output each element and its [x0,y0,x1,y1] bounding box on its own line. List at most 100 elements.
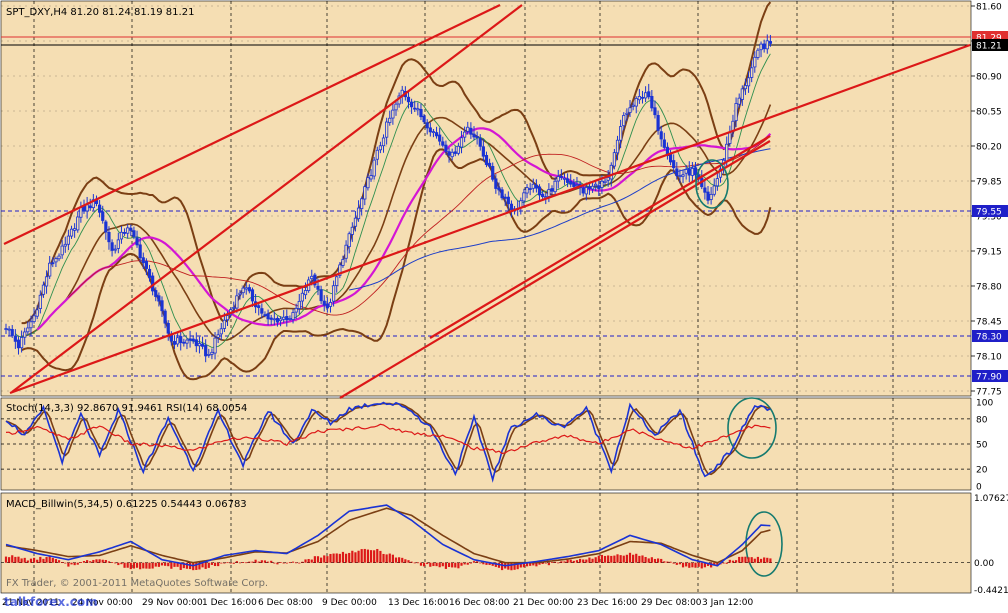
candle-body [48,262,52,277]
stoch-tick-label: 80 [976,415,988,425]
candle-body [631,104,635,107]
time-axis-label: 9 Dec 00:00 [322,598,377,608]
candle-body [590,185,595,190]
macd-histogram-bar [248,561,251,563]
macd-histogram-bar [164,562,167,566]
macd-histogram-bar [288,562,292,564]
macd-histogram-bar [507,562,510,570]
macd-histogram-bar [254,559,257,563]
candle-body [213,337,217,354]
candle-body [687,168,691,176]
macd-histogram-bar [441,562,444,567]
macd-histogram-bar [117,562,120,566]
macd-histogram-bar [407,560,410,563]
macd-histogram-bar [572,560,575,563]
price-tick-label: 80.90 [976,73,1002,83]
macd-histogram-bar [529,562,532,566]
candle-body [419,108,423,118]
candle-body [66,235,70,245]
price-tick-label: 79.50 [976,213,1002,223]
stoch-tick-label: 100 [976,399,993,409]
candle-body [753,56,757,68]
macd-histogram-bar [64,562,67,564]
macd-histogram-bar [273,562,276,564]
macd-histogram-bar [494,562,497,567]
candle-body [191,338,195,342]
macd-histogram-bar [588,557,591,563]
candle-body [38,294,42,309]
rsi-line [5,423,771,455]
macd-histogram-bar [20,558,23,563]
macd-histogram-bar [563,561,566,563]
macd-histogram-bar [744,556,747,563]
macd-histogram-bar [36,559,39,563]
macd-histogram-bar [157,562,160,567]
macd-histogram-bar [54,559,58,563]
candle-body [257,305,261,309]
candle-body [441,141,445,146]
macd-histogram-bar [207,562,210,568]
candle-body [200,343,205,347]
macd-histogram-bar [550,562,554,563]
macd-lines [4,504,772,571]
candle-body [756,49,760,58]
candle-body [581,187,585,194]
candle-body [310,275,314,280]
candle-body [35,309,39,317]
macd-histogram-bar [734,560,738,563]
candle-body [715,178,719,187]
macd-histogram-bar [638,555,641,563]
price-panel[interactable] [0,0,972,397]
candle-body [69,228,74,237]
price-marker-box [972,370,1008,382]
macd-histogram-bar [435,562,438,567]
candle-body [519,200,523,208]
candle-body [82,205,86,212]
candle-body [260,308,264,314]
macd-histogram-bar [129,562,132,570]
macd-histogram-bar [304,559,307,563]
macd-histogram-bar [472,561,476,563]
candle-body [647,91,651,98]
stoch-main-line [5,401,771,483]
macd-panel[interactable] [0,492,972,594]
macd-histogram-bar [666,561,669,563]
macd-histogram-bar [235,561,238,563]
trendline [429,135,771,339]
trendline-drawings[interactable] [3,4,971,577]
candle-body [154,290,158,297]
macd-histogram-bar [731,560,735,563]
candle-body [129,227,133,231]
macd-histogram-bar [538,562,541,565]
macd-histogram-bar [139,562,142,570]
macd-histogram-bar [223,562,226,564]
macd-histogram-bar [625,554,628,563]
macd-histogram-bar [266,561,270,563]
candle-body [737,97,741,105]
macd-histogram-bar [320,557,323,563]
candle-body [675,168,679,177]
candle-body [491,166,495,180]
macd-histogram-bar [756,556,760,563]
price-tick-label: 80.20 [976,143,1002,153]
candle-body [63,243,67,247]
candle-body [569,180,573,185]
candle-body [23,331,27,338]
time-axis-label: 16 Dec 08:00 [449,598,510,608]
candle-body [76,216,80,231]
candle-body [416,108,420,111]
candle-body [141,257,145,264]
candle-body [341,259,345,266]
macd-histogram-bar [135,562,139,568]
candle-body [119,231,124,240]
macd-histogram-bar [447,562,451,567]
candle-body [388,117,392,123]
candle-body [182,341,186,344]
macd-histogram-bar [700,562,703,569]
bollinger-upper-line [21,1,772,325]
macd-histogram-bar [457,562,460,569]
macd-histogram-bar [419,562,423,566]
candle-body [160,300,164,312]
